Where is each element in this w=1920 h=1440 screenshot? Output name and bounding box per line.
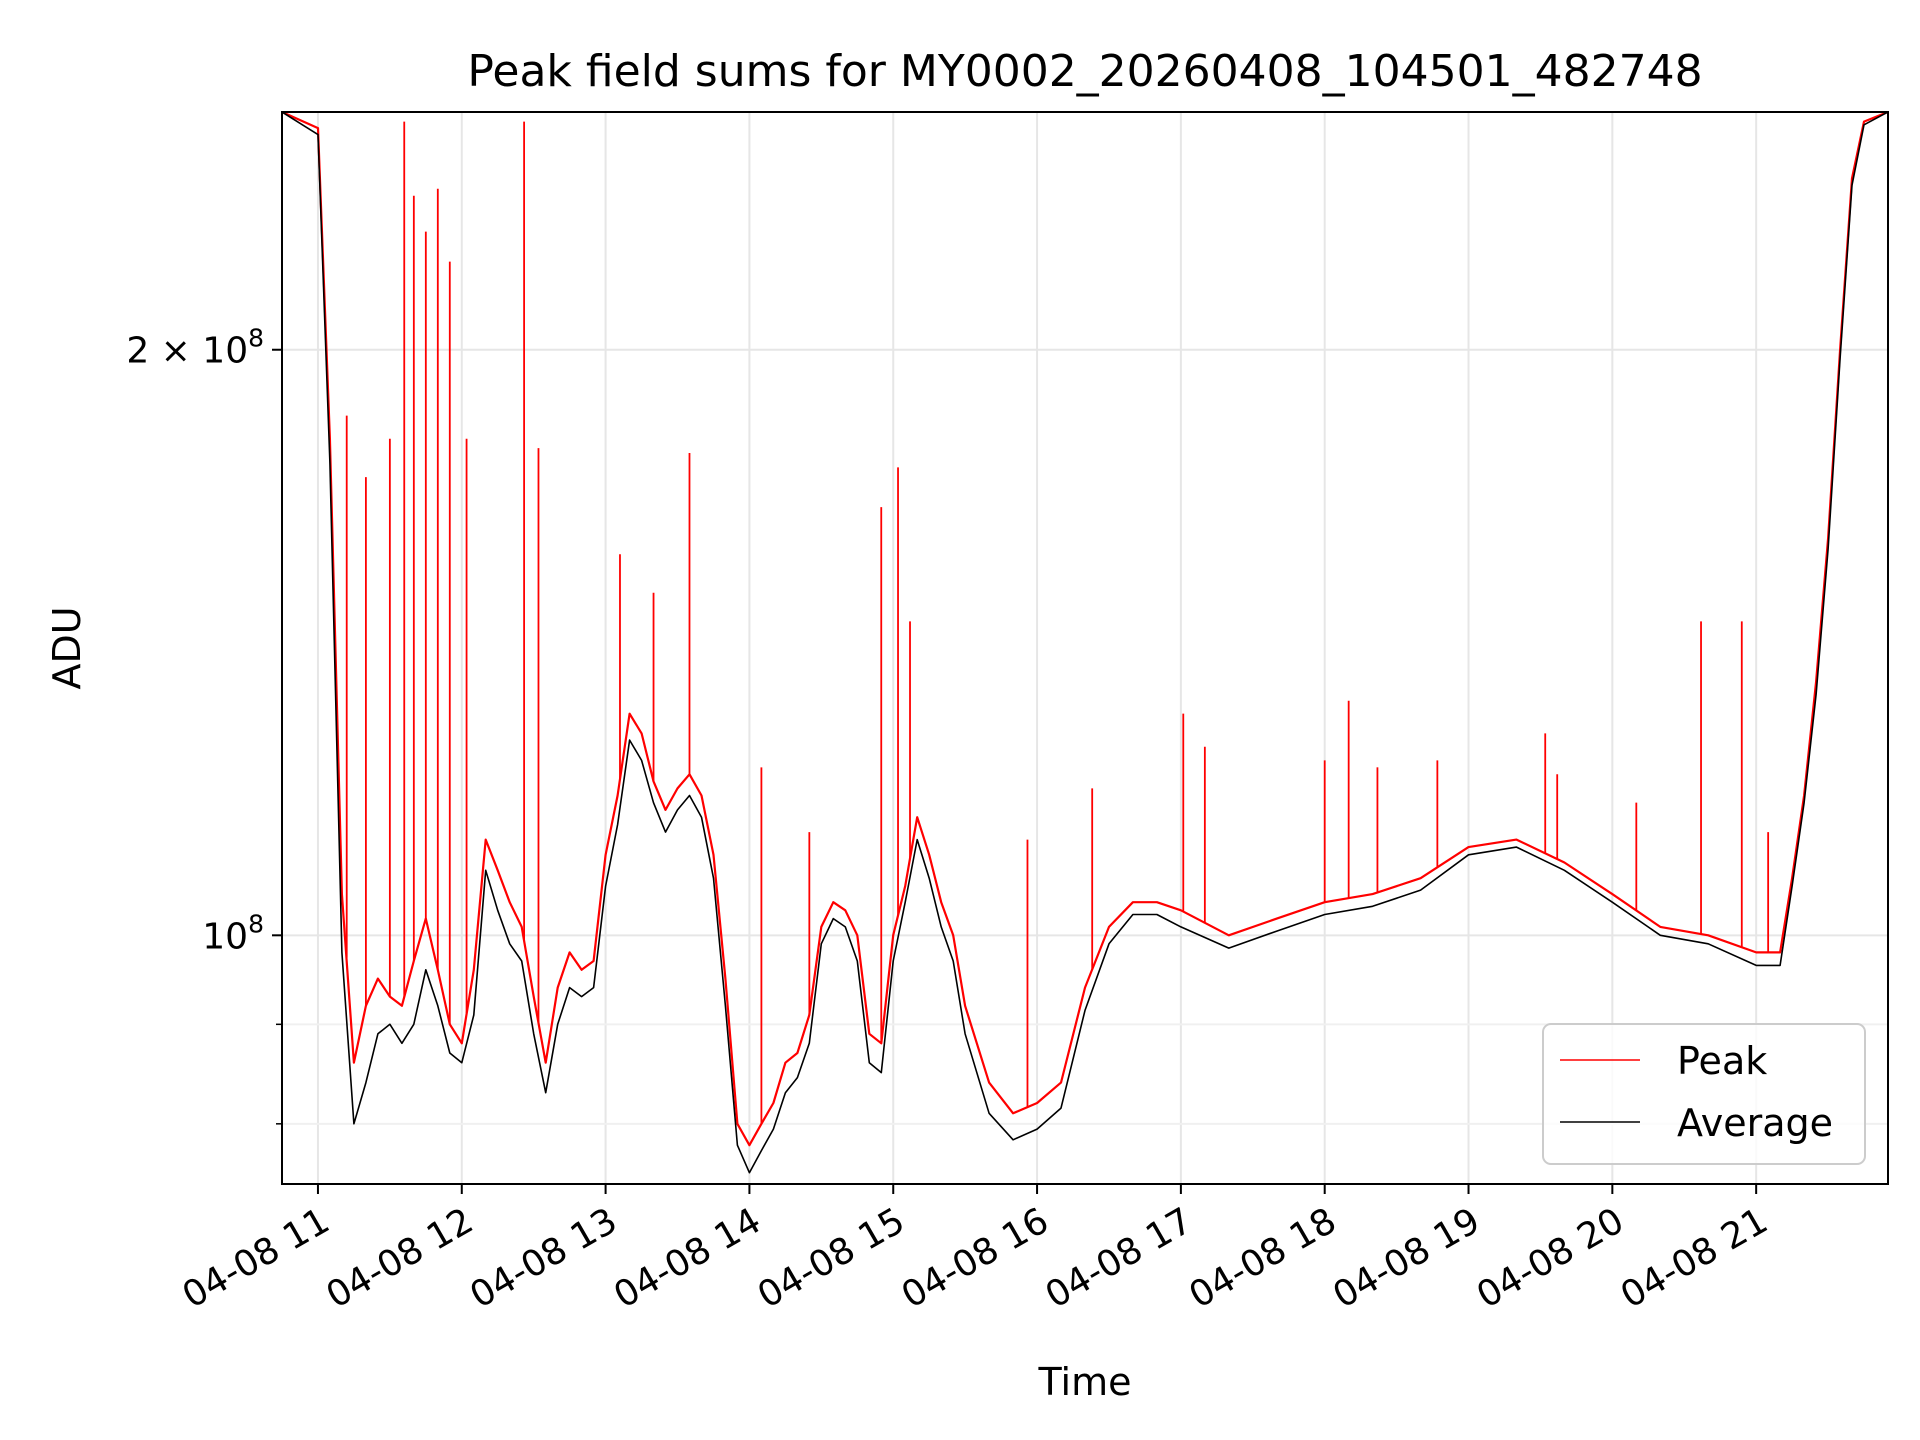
series-line-average bbox=[282, 112, 1888, 1174]
legend-average-label: Average bbox=[1677, 1101, 1833, 1145]
series-peak bbox=[282, 112, 1888, 1147]
legend: Peak Average bbox=[1542, 1023, 1866, 1165]
series-layer bbox=[282, 112, 1888, 1174]
x-axis-label: Time bbox=[1038, 1360, 1132, 1404]
series-line-peak bbox=[282, 112, 1888, 1147]
legend-box bbox=[1542, 1023, 1866, 1165]
chart-title: Peak field sums for MY0002_20260408_1045… bbox=[467, 46, 1702, 97]
legend-peak-label: Peak bbox=[1677, 1039, 1767, 1083]
y-axis-label: ADU bbox=[45, 606, 89, 689]
y-axis: 108 2 × 108 bbox=[126, 324, 282, 1125]
y-tick-label: 108 bbox=[202, 909, 264, 957]
y-tick-label: 2 × 108 bbox=[126, 324, 264, 372]
series-average bbox=[282, 112, 1888, 1174]
plot-frame bbox=[281, 111, 1889, 1185]
grid bbox=[282, 112, 1888, 1184]
